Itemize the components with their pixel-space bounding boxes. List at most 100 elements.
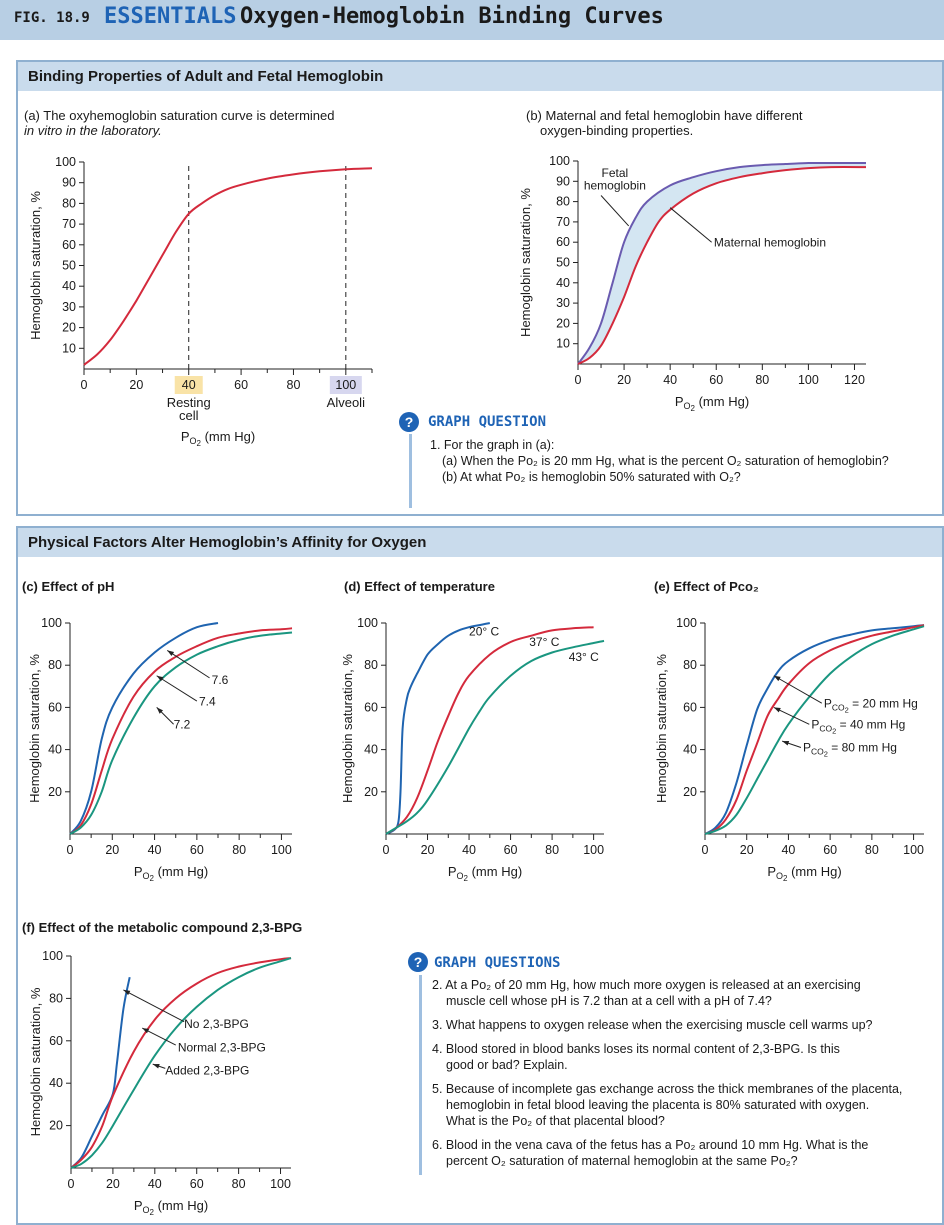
panel-physical-factors-title: Physical Factors Alter Hemoglobin’s Affi… [18, 528, 942, 557]
x-tick-label: 60 [823, 843, 837, 857]
chart-f: (f) Effect of the metabolic compound 2,3… [22, 920, 302, 1217]
chart-d: (d) Effect of temperature 20 40 60 80 100 0 20 4… [340, 579, 605, 883]
x-tick-label: 40 [781, 843, 795, 857]
ph-7-6-label: 7.6 [212, 673, 229, 687]
y-tick-label: 30 [556, 296, 570, 310]
chart-c: (c) Effect of pH 20 40 60 80 100 0 20 40 60 80 100 P… [22, 579, 293, 883]
pco2-20-arrow-head [773, 675, 781, 682]
y-tick-label: 100 [42, 949, 63, 963]
question-6-cont: percent O₂ saturation of maternal hemogl… [446, 1154, 798, 1168]
x-axis-label: PO2 (mm Hg) [448, 864, 522, 883]
y-axis-label: Hemoglobin saturation, % [654, 654, 669, 803]
questions-divider [419, 975, 422, 1175]
temp-37-label: 37° C [529, 635, 559, 649]
x-tick-label: 0 [575, 373, 582, 387]
y-tick-label: 100 [357, 616, 378, 630]
maternal-label: Maternal hemoglobin [714, 235, 826, 249]
figure-header: FIG. 18.9 ESSENTIALS Oxygen-Hemoglobin B… [0, 0, 944, 40]
y-tick-label: 20 [364, 785, 378, 799]
series-line-d-0 [385, 622, 491, 835]
y-tick-label: 70 [62, 217, 76, 231]
question-1b: (b) At what Po₂ is hemoglobin 50% satura… [442, 470, 741, 484]
x-tick-label: 0 [702, 843, 709, 857]
x-tick-label: 40 [663, 373, 677, 387]
y-tick-label: 60 [62, 238, 76, 252]
x-tick-label: 100 [903, 843, 924, 857]
chart-d-title: (d) Effect of temperature [344, 579, 495, 594]
series-line-f-2 [70, 957, 292, 1169]
x-tick-label: 0 [383, 843, 390, 857]
series-line-e-0 [704, 624, 925, 835]
panel-binding-properties-title: Binding Properties of Adult and Fetal He… [18, 62, 942, 91]
x-axis-label: PO2 (mm Hg) [181, 429, 255, 448]
question-6: 6. Blood in the vena cava of the fetus h… [432, 1138, 869, 1152]
series-line-b-1 [577, 166, 867, 365]
x-tick-label: 20 [129, 378, 143, 392]
y-tick-label: 60 [364, 700, 378, 714]
x-tick-label: 20 [740, 843, 754, 857]
y-tick-label: 90 [62, 176, 76, 190]
chart-c-title: (c) Effect of pH [22, 579, 114, 594]
x-tick-label: 60 [190, 843, 204, 857]
caption-a-line1: (a) The oxyhemoglobin saturation curve i… [24, 108, 335, 123]
y-tick-label: 60 [683, 700, 697, 714]
series-line-c-1 [69, 627, 293, 835]
x-tick-label: 40 [462, 843, 476, 857]
y-axis-label: Hemoglobin saturation, % [518, 188, 533, 337]
y-tick-label: 70 [556, 215, 570, 229]
x-tick-label: 60 [709, 373, 723, 387]
x-axis-label: PO2 (mm Hg) [675, 394, 749, 413]
alveoli-label: Alveoli [327, 395, 365, 410]
y-tick-label: 80 [556, 195, 570, 209]
series-line-d-1 [385, 626, 594, 835]
bpg-normal-label: Normal 2,3-BPG [178, 1040, 266, 1054]
fetal-maternal-difference-area [578, 162, 866, 364]
y-tick-label: 50 [62, 259, 76, 273]
y-tick-label: 40 [556, 276, 570, 290]
ph-7-6-arrow-head [167, 650, 175, 657]
caption-b: (b) Maternal and fetal hemoglobin have d… [526, 108, 803, 138]
x-tick-label: 40 [148, 843, 162, 857]
x-tick-label: 100 [270, 1177, 291, 1191]
y-tick-label: 90 [556, 174, 570, 188]
series-line-c-0 [69, 622, 219, 835]
y-tick-label: 20 [62, 321, 76, 335]
x-tick-label: 80 [232, 1177, 246, 1191]
series-line-f-1 [70, 957, 292, 1169]
y-tick-label: 80 [48, 658, 62, 672]
fetal-pointer [600, 195, 630, 227]
y-tick-label: 100 [676, 616, 697, 630]
fetal-label-2: hemoglobin [584, 178, 646, 192]
bpg-added-label: Added 2,3-BPG [165, 1064, 249, 1078]
y-tick-label: 80 [62, 196, 76, 210]
question-5-cont: hemoglobin in fetal blood leaving the pl… [446, 1098, 870, 1112]
ph-7-4-arrow-head [156, 675, 164, 682]
series-line-d-2 [385, 639, 605, 835]
maternal-pointer [669, 207, 712, 243]
x-tick-label: 80 [232, 843, 246, 857]
bpg-none-arrow-head [123, 989, 131, 996]
chart-a: 10 20 30 40 50 60 70 80 90 100 0 20 40 60 80 100 PO2 (mm… [28, 155, 373, 448]
question-5-cont2: What is the Po₂ of that placental blood? [446, 1114, 665, 1128]
pco2-80-arrow-head [782, 740, 790, 746]
fetal-label-1: Fetal [602, 166, 629, 180]
cell-label: cell [179, 408, 199, 423]
pco2-40-arrow-head [773, 707, 781, 713]
y-axis-label: Hemoglobin saturation, % [28, 987, 43, 1136]
x-axis-label: PO2 (mm Hg) [134, 1198, 208, 1217]
y-tick-label: 10 [62, 341, 76, 355]
x-tick-label: 40 [148, 1177, 162, 1191]
y-tick-label: 60 [556, 235, 570, 249]
question-1a: (a) When the Po₂ is 20 mm Hg, what is th… [442, 454, 889, 468]
y-axis-label: Hemoglobin saturation, % [27, 654, 42, 803]
series-line-b-0 [577, 161, 866, 365]
series-line-e-1 [704, 624, 925, 835]
x-tick-label: 60 [234, 378, 248, 392]
x-tick-label: 100 [798, 373, 819, 387]
y-tick-label: 20 [48, 785, 62, 799]
question-5: 5. Because of incomplete gas exchange ac… [432, 1082, 903, 1096]
x-tick-label: 80 [865, 843, 879, 857]
question-2: 2. At a Po₂ of 20 mm Hg, how much more o… [432, 978, 861, 992]
ph-7-2-label: 7.2 [174, 718, 191, 732]
y-tick-label: 50 [556, 256, 570, 270]
